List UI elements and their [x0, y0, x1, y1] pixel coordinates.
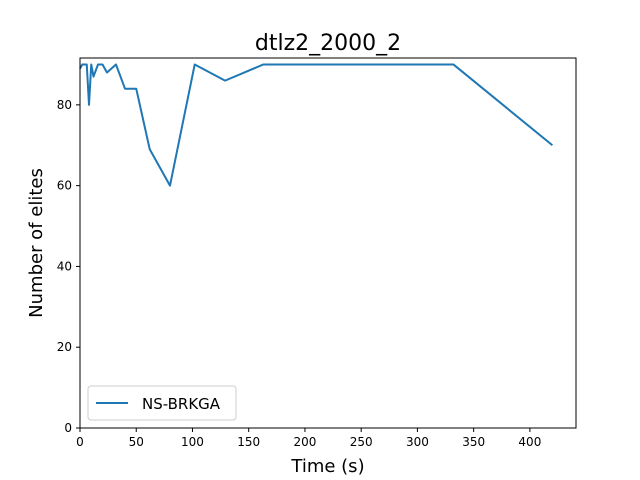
y-tick-label: 60: [57, 179, 72, 193]
axis-ticks: 0 50 100 150 200 250 300 350 400 0 20 40 60 80: [57, 98, 542, 449]
y-tick-label: 0: [64, 421, 72, 435]
x-axis-label: Time (s): [290, 456, 364, 477]
plot-frame: [79, 57, 577, 429]
x-tick-label: 0: [76, 435, 84, 449]
x-tick-label: 150: [237, 435, 260, 449]
y-tick-label: 80: [57, 98, 72, 112]
x-tick-label: 400: [518, 435, 541, 449]
x-tick-label: 250: [350, 435, 373, 449]
chart-title: dtlz2_2000_2: [255, 31, 401, 56]
legend-box: [87, 385, 237, 421]
x-tick-label: 200: [293, 435, 316, 449]
x-tick-label: 50: [129, 435, 144, 449]
x-tick-label: 100: [181, 435, 204, 449]
y-tick-label: 40: [57, 259, 72, 273]
y-tick-label: 20: [57, 340, 72, 354]
series-line-ns-brkga: [79, 63, 554, 187]
x-tick-label: 350: [462, 435, 485, 449]
series-layer: [79, 63, 554, 187]
x-tick-label: 300: [406, 435, 429, 449]
legend: NS-BRKGA: [87, 385, 237, 421]
legend-label: NS-BRKGA: [142, 395, 221, 413]
y-axis-label: Number of elites: [26, 168, 47, 318]
